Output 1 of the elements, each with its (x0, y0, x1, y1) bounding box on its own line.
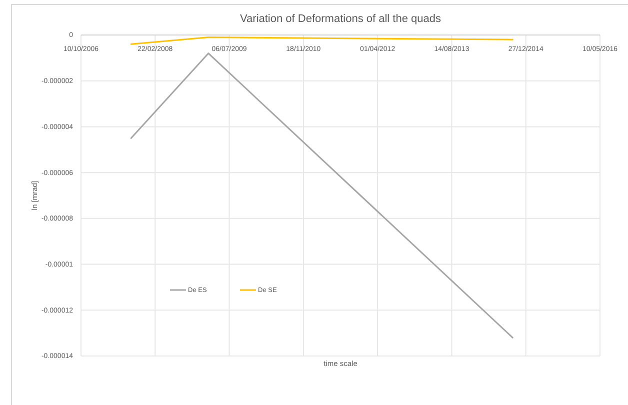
chart-title: Variation of Deformations of all the quads (240, 13, 442, 25)
